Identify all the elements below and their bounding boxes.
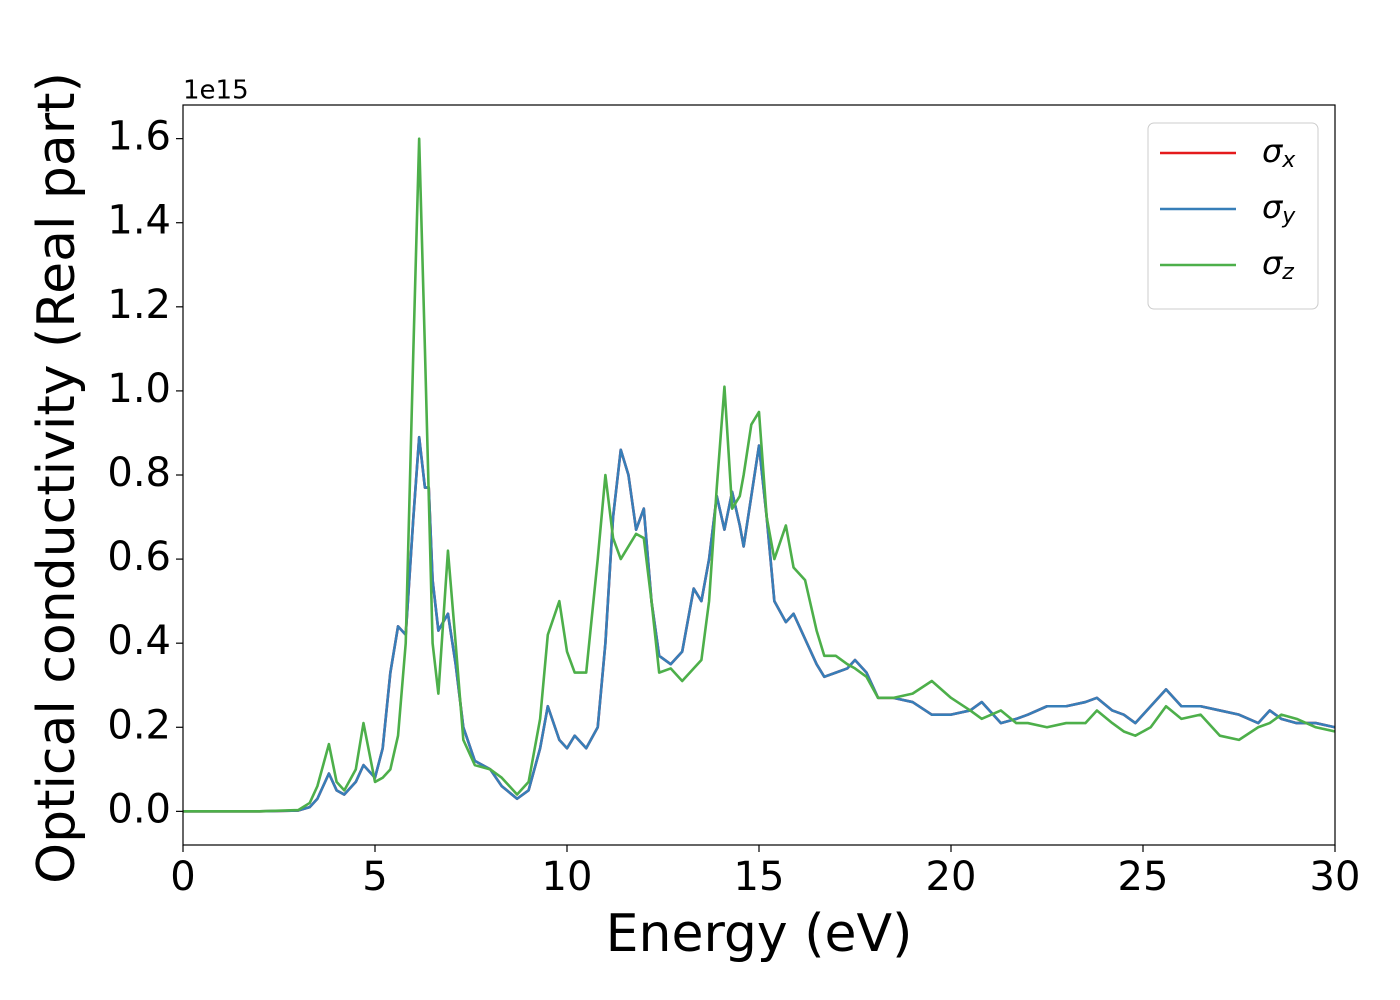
y-tick-label: 0.6 bbox=[107, 534, 171, 580]
legend: σx σy σz bbox=[1147, 122, 1319, 310]
y-tick-label: 1.2 bbox=[107, 282, 171, 328]
legend-label: σz bbox=[1262, 244, 1294, 285]
x-tick-label: 20 bbox=[926, 854, 977, 900]
x-tick-label: 25 bbox=[1118, 854, 1169, 900]
legend-box bbox=[1147, 122, 1319, 310]
y-axis-label: Optical conductivity (Real part) bbox=[27, 72, 87, 884]
y-tick-label: 0.8 bbox=[107, 450, 171, 496]
y-tick-label: 1.4 bbox=[107, 198, 171, 244]
y-tick-label: 0.4 bbox=[107, 618, 171, 664]
y-offset-label: 1e15 bbox=[183, 76, 249, 106]
x-tick-label: 30 bbox=[1310, 854, 1361, 900]
x-axis-label: Energy (eV) bbox=[606, 904, 913, 964]
x-tick-label: 15 bbox=[734, 854, 785, 900]
y-tick-label: 0.2 bbox=[107, 702, 171, 748]
y-tick-label: 1.0 bbox=[107, 366, 171, 412]
x-tick-label: 5 bbox=[362, 854, 387, 900]
series-line bbox=[183, 435, 1335, 813]
y-tick-label: 1.6 bbox=[107, 114, 171, 160]
legend-label: σy bbox=[1262, 188, 1296, 229]
x-tick-label: 0 bbox=[170, 854, 195, 900]
y-tick-label: 0.0 bbox=[107, 786, 171, 832]
plot-frame bbox=[182, 104, 1336, 846]
x-tick-label: 10 bbox=[542, 854, 593, 900]
legend-label: σx bbox=[1262, 132, 1296, 173]
series-line bbox=[183, 137, 1335, 813]
